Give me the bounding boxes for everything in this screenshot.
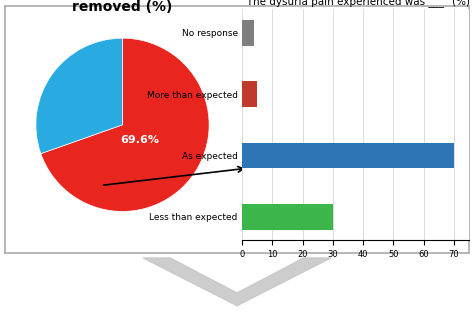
Bar [242,143,454,168]
Wedge shape [41,38,209,212]
Text: 69.6%: 69.6% [120,135,159,145]
Wedge shape [36,38,122,154]
Title: "The dysuria pain experienced was ___" (%): "The dysuria pain experienced was ___" (… [242,0,470,7]
Polygon shape [143,258,331,306]
Title: Any dysuria experienced after catheter
removed (%): Any dysuria experienced after catheter r… [0,0,277,14]
Bar [242,20,254,46]
Bar [242,81,257,107]
Bar [242,204,333,230]
